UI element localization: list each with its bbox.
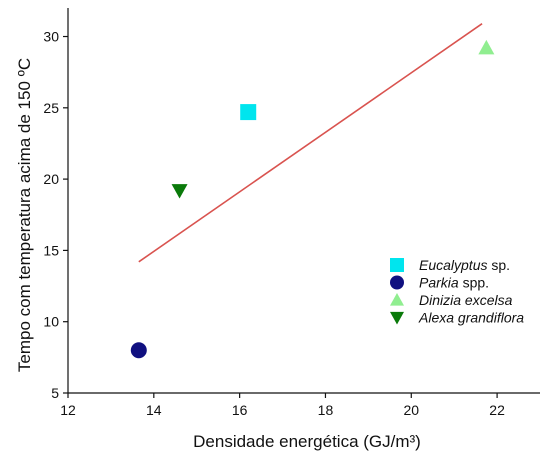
x-tick-label: 22 [489,402,505,418]
legend-label: Eucalyptus sp. [419,257,510,273]
y-tick-label: 20 [43,171,59,187]
legend-species-name: Alexa grandiflora [418,310,524,326]
legend-marker [390,258,404,272]
legend-species-suffix: sp. [487,257,510,273]
legend-marker [390,275,404,290]
y-tick-label: 25 [43,100,59,116]
legend-species-name: Parkia [419,275,459,291]
data-point [171,184,188,199]
legend-species-name: Dinizia excelsa [419,292,513,308]
legend-label: Alexa grandiflora [418,310,524,326]
x-tick-label: 18 [318,402,334,418]
data-point [478,39,495,55]
chart-points [130,39,495,359]
legend-label: Parkia spp. [419,275,489,291]
x-tick-label: 14 [146,402,162,418]
x-axis-title: Densidade energética (GJ/m³) [193,432,421,451]
legend-species-name: Eucalyptus [419,257,487,273]
chart-ticks: 12 14 16 18 20 22 5 10 15 20 25 30 [43,29,505,418]
legend-marker [390,293,404,306]
x-tick-label: 20 [403,402,419,418]
legend-label: Dinizia excelsa [419,292,513,308]
chart-legend: Eucalyptus sp. Parkia spp.Dinizia excelsa… [390,257,524,326]
data-point [240,104,257,121]
chart-axes [67,8,540,394]
y-tick-label: 5 [51,385,59,401]
y-tick-label: 30 [43,29,59,45]
legend-species-suffix: spp. [459,275,489,291]
y-tick-label: 15 [43,242,59,258]
y-tick-label: 10 [43,314,59,330]
y-axis-title: Tempo com temperatura acima de 150 ºC [15,58,34,372]
legend-marker [390,311,404,325]
trendline [138,23,483,263]
data-point [130,342,147,359]
chart-trendline-group [138,23,483,263]
x-tick-label: 12 [60,402,76,418]
x-tick-label: 16 [232,402,248,418]
